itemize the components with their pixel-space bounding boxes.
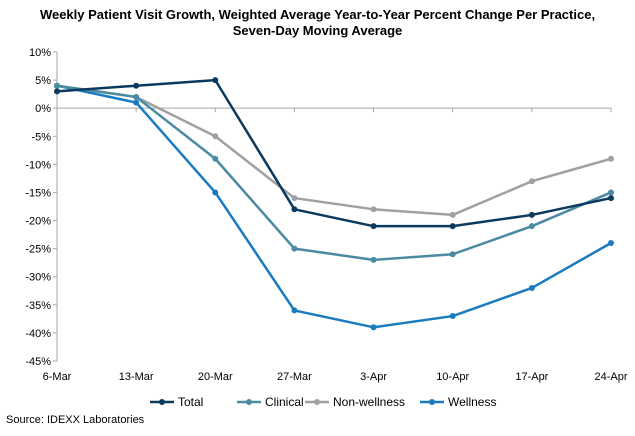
data-point-total — [528, 211, 535, 218]
y-tick-label: -5% — [31, 131, 51, 143]
x-tick-label: 24-Apr — [594, 371, 627, 383]
y-tick-label: -45% — [25, 356, 51, 368]
chart-title: Weekly Patient Visit Growth, Weighted Av… — [39, 7, 596, 22]
data-point-total — [449, 223, 456, 230]
data-point-total — [608, 195, 614, 202]
x-tick-label: 10-Apr — [436, 371, 469, 383]
y-tick-label: -30% — [25, 272, 51, 284]
data-point-non-wellness — [291, 195, 298, 202]
source-note: Source: IDEXX Laboratories — [6, 414, 145, 426]
data-point-wellness — [291, 307, 298, 314]
data-point-clinical — [133, 93, 140, 100]
data-point-non-wellness — [528, 178, 535, 185]
data-point-non-wellness — [212, 133, 219, 140]
series-line-wellness — [56, 84, 612, 329]
data-point-clinical — [608, 189, 614, 196]
data-point-non-wellness — [370, 206, 377, 213]
data-point-total — [212, 77, 219, 84]
data-point-clinical — [449, 251, 456, 258]
x-tick-label: 17-Apr — [515, 371, 548, 383]
data-point-non-wellness — [608, 155, 614, 162]
chart-subtitle: Seven-Day Moving Average — [232, 23, 403, 38]
legend: Total Clinical Non-wellness Wellness — [150, 395, 496, 409]
data-point-total — [133, 82, 140, 89]
x-tick-label: 27-Mar — [277, 371, 312, 383]
x-tick-label: 6-Mar — [43, 371, 72, 383]
y-tick-label: 10% — [29, 47, 51, 59]
data-point-wellness — [528, 284, 535, 291]
y-tick-label: -10% — [25, 159, 51, 171]
y-tick-label: -20% — [25, 216, 51, 228]
data-point-total — [370, 223, 377, 230]
y-tick-label: 0% — [35, 103, 51, 115]
data-point-total — [291, 206, 298, 213]
data-point-clinical — [54, 82, 60, 89]
data-point-clinical — [291, 245, 298, 252]
y-tick-label: 5% — [35, 75, 51, 87]
legend-label-wellness: Wellness — [448, 395, 496, 409]
y-tick-label: -15% — [25, 187, 51, 199]
y-axis: 10% 5% 0% -5% -10% -15% -20% -25% -30% -35% -40% -4… — [25, 47, 58, 368]
series-line-clinical — [56, 84, 612, 262]
x-tick-label: 13-Mar — [119, 371, 154, 383]
data-point-clinical — [370, 256, 377, 263]
legend-marker-clinical — [246, 399, 252, 405]
series-line-non-wellness — [56, 84, 612, 217]
data-point-wellness — [608, 240, 614, 247]
y-tick-label: -35% — [25, 300, 51, 312]
data-point-clinical — [212, 155, 219, 162]
legend-label-clinical: Clinical — [265, 395, 304, 409]
legend-marker-wellness — [429, 399, 435, 405]
series-line-total — [56, 78, 612, 228]
data-point-non-wellness — [449, 211, 456, 218]
y-tick-label: -25% — [25, 244, 51, 256]
data-point-clinical — [528, 223, 535, 230]
series-group — [54, 77, 614, 331]
data-point-wellness — [370, 324, 377, 331]
x-tick-label: 3-Apr — [360, 371, 387, 383]
legend-marker-total — [159, 399, 165, 405]
y-tick-label: -40% — [25, 328, 51, 340]
x-tick-label: 20-Mar — [198, 371, 233, 383]
x-axis: 6-Mar 13-Mar 20-Mar 27-Mar 3-Apr 10-Apr 17-Apr… — [43, 107, 628, 383]
data-point-total — [54, 88, 60, 95]
legend-label-total: Total — [178, 395, 203, 409]
data-point-wellness — [212, 189, 219, 196]
data-point-wellness — [133, 99, 140, 106]
legend-marker-non-wellness — [314, 399, 320, 405]
legend-label-non-wellness: Non-wellness — [333, 395, 405, 409]
data-point-wellness — [449, 313, 456, 320]
